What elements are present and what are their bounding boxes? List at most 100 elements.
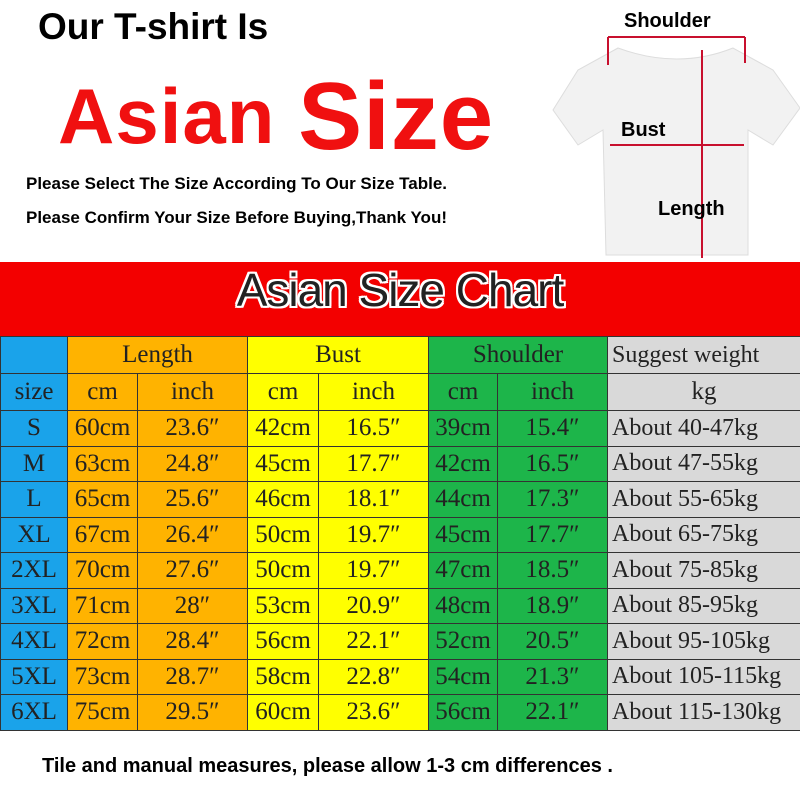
table-cell: 16.5″ xyxy=(497,445,608,482)
table-cell: 24.8″ xyxy=(137,445,248,482)
table-cell: 28″ xyxy=(137,587,248,624)
asian-word: Asian xyxy=(58,72,276,160)
chart-title: Asian Size Chart xyxy=(236,264,565,316)
table-cell: About 47-55kg xyxy=(607,445,800,482)
table-cell: 21.3″ xyxy=(497,658,608,695)
table-cell: 15.4″ xyxy=(497,410,608,447)
table-cell: 26.4″ xyxy=(137,516,248,553)
table-cell: 18.1″ xyxy=(318,481,429,518)
subheader-length: cm xyxy=(67,373,138,411)
table-cell: 39cm xyxy=(428,410,498,447)
subheader-bust: inch xyxy=(318,373,429,411)
bust-label: Bust xyxy=(621,119,666,141)
table-cell: 58cm xyxy=(247,658,319,695)
table-cell: 19.7″ xyxy=(318,552,429,589)
table-cell: 63cm xyxy=(67,445,138,482)
size-cell: XL xyxy=(0,516,68,553)
table-cell: 54cm xyxy=(428,658,498,695)
headline: Our T-shirt Is xyxy=(38,6,269,47)
table-cell: 23.6″ xyxy=(318,694,429,731)
table-cell: About 75-85kg xyxy=(607,552,800,589)
table-cell: 48cm xyxy=(428,587,498,624)
note-confirm-size: Please Confirm Your Size Before Buying,T… xyxy=(26,208,447,227)
table-cell: About 40-47kg xyxy=(607,410,800,447)
size-cell: L xyxy=(0,481,68,518)
table-cell: 22.8″ xyxy=(318,658,429,695)
table-cell: 73cm xyxy=(67,658,138,695)
table-cell: 65cm xyxy=(67,481,138,518)
shoulder-label: Shoulder xyxy=(624,10,711,32)
table-cell: 45cm xyxy=(247,445,319,482)
table-cell: 75cm xyxy=(67,694,138,731)
table-cell: 70cm xyxy=(67,552,138,589)
table-cell: 18.5″ xyxy=(497,552,608,589)
table-cell: 44cm xyxy=(428,481,498,518)
table-cell: 56cm xyxy=(428,694,498,731)
table-cell: About 95-105kg xyxy=(607,623,800,660)
subheader-shoulder: cm xyxy=(428,373,498,411)
headline-asian-size: Asian Size xyxy=(58,56,494,170)
table-cell: 47cm xyxy=(428,552,498,589)
size-cell: 5XL xyxy=(0,658,68,695)
table-cell: About 105-115kg xyxy=(607,658,800,695)
title-band xyxy=(0,262,800,336)
table-cell: 27.6″ xyxy=(137,552,248,589)
group-header-weight: Suggest weight xyxy=(607,336,800,374)
table-cell: 25.6″ xyxy=(137,481,248,518)
table-cell: 46cm xyxy=(247,481,319,518)
table-cell: 29.5″ xyxy=(137,694,248,731)
table-cell: 42cm xyxy=(428,445,498,482)
subheader-weight: kg xyxy=(607,373,800,411)
subheader-length: inch xyxy=(137,373,248,411)
table-cell: 50cm xyxy=(247,552,319,589)
size-cell: 3XL xyxy=(0,587,68,624)
group-header-shoulder: Shoulder xyxy=(428,336,608,374)
table-cell: 19.7″ xyxy=(318,516,429,553)
footer-note: Tile and manual measures, please allow 1… xyxy=(42,755,613,777)
table-cell: 52cm xyxy=(428,623,498,660)
subheader-bust: cm xyxy=(247,373,319,411)
size-table: Length Bust Shoulder Suggest weight size cm in… xyxy=(0,336,800,731)
tshirt-diagram: Shoulder Bust Length xyxy=(548,0,800,262)
table-cell: 45cm xyxy=(428,516,498,553)
table-cell: 42cm xyxy=(247,410,319,447)
table-cell: About 55-65kg xyxy=(607,481,800,518)
table-cell: 50cm xyxy=(247,516,319,553)
table-cell: 60cm xyxy=(247,694,319,731)
subheader-shoulder: inch xyxy=(497,373,608,411)
note-select-size: Please Select The Size According To Our … xyxy=(26,174,448,193)
table-cell: About 85-95kg xyxy=(607,587,800,624)
table-cell: 56cm xyxy=(247,623,319,660)
length-label: Length xyxy=(658,198,725,220)
size-word: Size xyxy=(298,63,495,170)
table-cell: 60cm xyxy=(67,410,138,447)
table-cell: 17.7″ xyxy=(318,445,429,482)
table-cell: About 65-75kg xyxy=(607,516,800,553)
size-cell: S xyxy=(0,410,68,447)
table-cell: 20.9″ xyxy=(318,587,429,624)
table-cell: 16.5″ xyxy=(318,410,429,447)
group-header-length: Length xyxy=(67,336,248,374)
table-cell: 20.5″ xyxy=(497,623,608,660)
tshirt-icon xyxy=(552,36,800,258)
size-cell: 4XL xyxy=(0,623,68,660)
table-cell: 17.3″ xyxy=(497,481,608,518)
subheader-size: size xyxy=(0,373,68,411)
table-cell: About 115-130kg xyxy=(607,694,800,731)
table-cell: 22.1″ xyxy=(497,694,608,731)
size-header-blank xyxy=(0,336,68,374)
group-header-bust: Bust xyxy=(247,336,429,374)
table-cell: 28.4″ xyxy=(137,623,248,660)
size-cell: M xyxy=(0,445,68,482)
size-cell: 2XL xyxy=(0,552,68,589)
table-cell: 17.7″ xyxy=(497,516,608,553)
table-cell: 18.9″ xyxy=(497,587,608,624)
table-cell: 71cm xyxy=(67,587,138,624)
table-cell: 53cm xyxy=(247,587,319,624)
table-cell: 28.7″ xyxy=(137,658,248,695)
table-cell: 22.1″ xyxy=(318,623,429,660)
table-cell: 67cm xyxy=(67,516,138,553)
size-cell: 6XL xyxy=(0,694,68,731)
table-cell: 23.6″ xyxy=(137,410,248,447)
table-cell: 72cm xyxy=(67,623,138,660)
